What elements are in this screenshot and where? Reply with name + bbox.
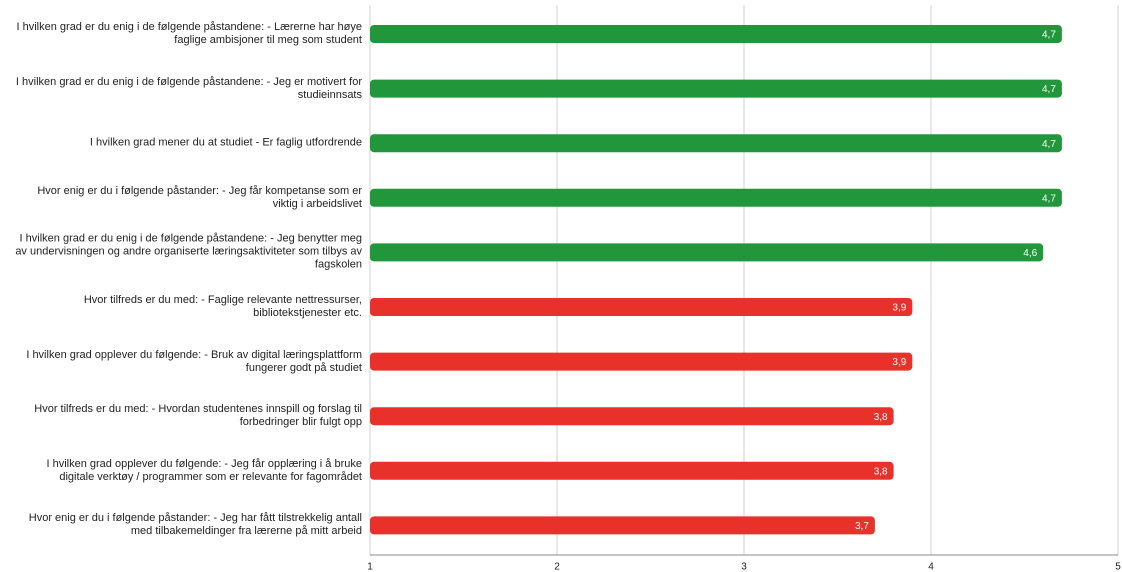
value-label: 3,9: [892, 303, 906, 314]
value-label: 4,7: [1042, 139, 1056, 150]
bar: [370, 243, 1044, 262]
bar: [370, 298, 913, 316]
x-tick-label: 4: [928, 562, 934, 572]
category-label: Hvor enig er du i følgende påstander: - …: [37, 184, 362, 210]
x-tick-label: 2: [554, 562, 560, 572]
bar: [370, 134, 1062, 153]
value-label: 3,8: [874, 466, 888, 477]
bar: [370, 188, 1062, 207]
value-label: 4,7: [1042, 193, 1056, 204]
bar: [370, 79, 1062, 98]
value-label: 3,7: [855, 521, 869, 532]
x-tick-label: 3: [741, 562, 747, 572]
value-label: 3,8: [874, 412, 888, 423]
value-label: 4,7: [1042, 84, 1056, 95]
category-label: I hvilken grad er du enig i de følgende …: [16, 21, 363, 46]
category-label: I hvilken grad er du enig i de følgende …: [15, 232, 362, 271]
category-label: I hvilken grad opplever du følgende: - J…: [46, 457, 362, 483]
category-label: I hvilken grad mener du at studiet - Er …: [89, 136, 362, 149]
category-label: Hvor tilfreds er du med: - Faglige relev…: [83, 294, 362, 319]
bar: [370, 352, 913, 371]
x-tick-label: 5: [1115, 562, 1121, 572]
value-label: 4,7: [1042, 30, 1056, 41]
bar: [370, 25, 1062, 43]
category-label: Hvor tilfreds er du med: - Hvordan stude…: [34, 403, 362, 429]
x-tick-label: 1: [367, 562, 373, 572]
bar: [370, 407, 894, 426]
category-label: I hvilken grad opplever du følgende: - B…: [26, 348, 362, 374]
bar: [370, 516, 875, 535]
bar: [370, 461, 894, 480]
category-label: Hvor enig er du i følgende påstander: - …: [28, 512, 362, 538]
value-label: 4,6: [1023, 248, 1037, 259]
category-label: I hvilken grad er du enig i de følgende …: [15, 75, 362, 101]
value-label: 3,9: [892, 357, 906, 368]
